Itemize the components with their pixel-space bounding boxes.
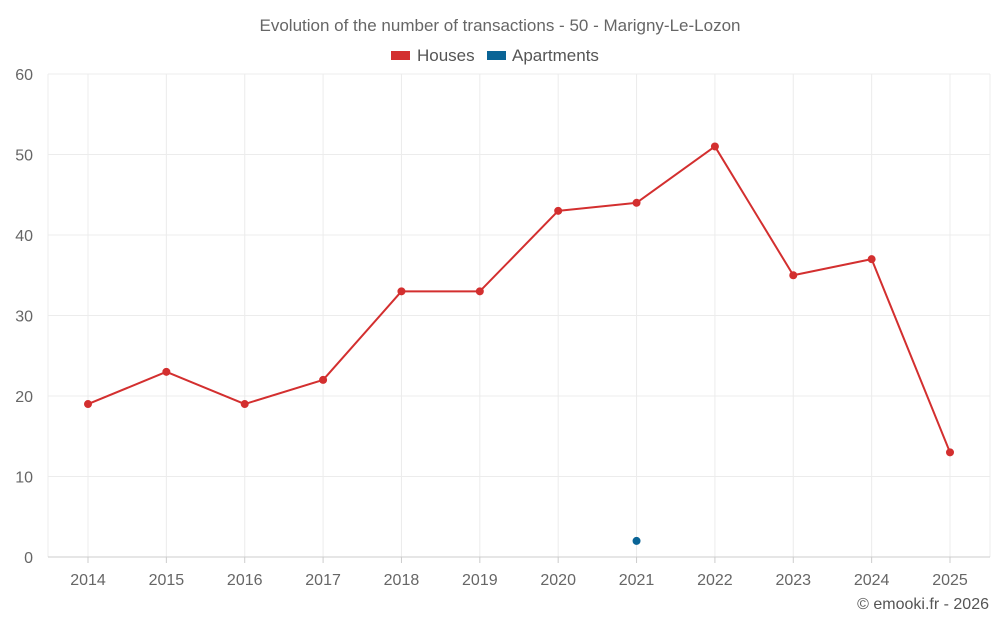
- data-point-houses[interactable]: [789, 271, 798, 280]
- series-line-houses: [87, 145, 951, 453]
- grid: [47, 73, 991, 558]
- y-tick-label: 30: [15, 309, 33, 326]
- data-point-houses[interactable]: [632, 198, 641, 207]
- copyright-footer: © emooki.fr - 2026: [857, 596, 989, 613]
- x-tick-label: 2018: [384, 572, 420, 589]
- x-tick-label: 2023: [775, 572, 811, 589]
- data-point-houses[interactable]: [554, 206, 563, 215]
- x-tick-label: 2017: [305, 572, 341, 589]
- x-tick-label: 2015: [149, 572, 185, 589]
- y-tick-label: 10: [15, 470, 33, 487]
- x-tick-label: 2021: [619, 572, 655, 589]
- x-tick-label: 2016: [227, 572, 263, 589]
- series: [84, 142, 954, 545]
- x-tick-label: 2022: [697, 572, 733, 589]
- legend-item-apartments[interactable]: Apartments: [487, 46, 599, 65]
- y-tick-label: 0: [24, 550, 33, 567]
- y-tick-label: 50: [15, 148, 33, 165]
- legend-swatch-houses: [391, 51, 410, 60]
- legend-label-houses: Houses: [417, 46, 475, 65]
- y-tick-label: 20: [15, 389, 33, 406]
- data-point-houses[interactable]: [319, 375, 328, 384]
- x-axis-ticks: 2014 2015 2016 2017 2018 2019 2020 2021 2022 2023…: [70, 557, 968, 589]
- data-point-houses[interactable]: [240, 400, 249, 409]
- x-tick-label: 2025: [932, 572, 968, 589]
- series-houses: [84, 142, 954, 457]
- data-point-houses[interactable]: [867, 255, 876, 264]
- data-point-houses[interactable]: [710, 142, 719, 151]
- data-point-houses[interactable]: [397, 287, 406, 296]
- chart-title: Evolution of the number of transactions …: [260, 16, 741, 35]
- y-tick-label: 60: [15, 67, 33, 84]
- data-point-apartments[interactable]: [632, 536, 641, 545]
- x-tick-label: 2020: [540, 572, 576, 589]
- legend-label-apartments: Apartments: [512, 46, 599, 65]
- legend: Houses Apartments: [391, 46, 599, 65]
- series-apartments: [632, 536, 641, 545]
- data-point-houses[interactable]: [475, 287, 484, 296]
- legend-swatch-apartments: [487, 51, 506, 60]
- y-tick-label: 40: [15, 228, 33, 245]
- x-tick-label: 2024: [854, 572, 890, 589]
- x-tick-label: 2014: [70, 572, 106, 589]
- data-point-houses[interactable]: [162, 367, 171, 376]
- y-axis-ticks: 0 10 20 30 40 50 60: [15, 67, 33, 567]
- data-point-houses[interactable]: [946, 448, 954, 457]
- legend-item-houses[interactable]: Houses: [391, 46, 475, 65]
- data-point-houses[interactable]: [84, 400, 92, 409]
- x-tick-label: 2019: [462, 572, 498, 589]
